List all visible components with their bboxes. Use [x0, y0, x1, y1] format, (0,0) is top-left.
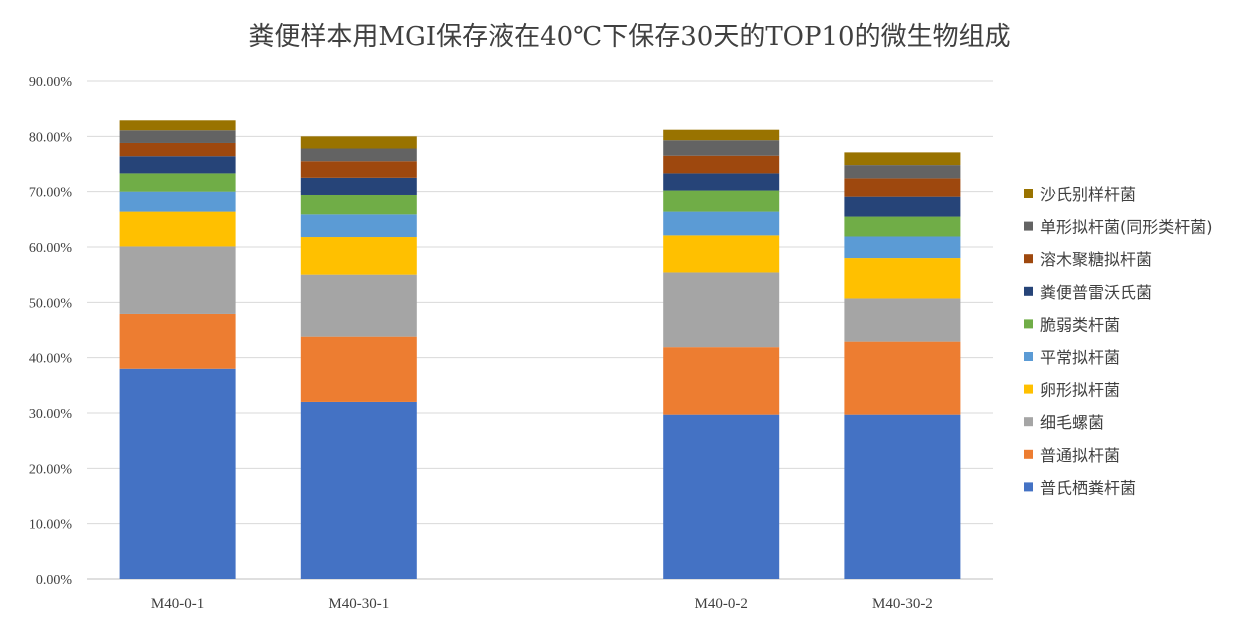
- bar-segment: [300, 237, 417, 275]
- y-tick-label: 90.00%: [29, 75, 73, 90]
- bar-segment: [844, 414, 961, 579]
- legend-label: 卵形拟杆菌: [1040, 381, 1120, 400]
- x-tick-label: M40-30-1: [328, 596, 389, 612]
- bar-segment: [844, 258, 961, 299]
- bar-segment: [119, 173, 236, 192]
- bar-segment: [844, 178, 961, 197]
- bar-segment: [300, 214, 417, 238]
- x-tick-label: M40-0-2: [695, 596, 748, 612]
- legend-label: 脆弱类杆菌: [1040, 315, 1120, 334]
- legend-label: 细毛螺菌: [1040, 413, 1104, 432]
- legend-swatch: [1024, 482, 1033, 492]
- bar-segment: [119, 142, 236, 157]
- bar-segment: [300, 161, 417, 178]
- y-tick-label: 40.00%: [29, 352, 73, 367]
- legend-label: 普通拟杆菌: [1040, 446, 1120, 465]
- y-tick-label: 0.00%: [36, 573, 73, 588]
- bar-segment: [119, 130, 236, 143]
- legend-swatch: [1024, 384, 1033, 394]
- legend-label: 单形拟杆菌(同形类杆菌): [1040, 218, 1213, 237]
- y-tick-label: 20.00%: [29, 462, 73, 477]
- legend-swatch: [1024, 352, 1033, 361]
- bar-segment: [300, 401, 417, 579]
- y-tick-label: 30.00%: [29, 407, 73, 422]
- legend-label: 粪便普雷沃氏菌: [1040, 283, 1152, 302]
- legend-label: 溶木聚糖拟杆菌: [1040, 250, 1152, 269]
- legend-swatch: [1024, 319, 1033, 329]
- legend-label: 普氏栖粪杆菌: [1040, 478, 1136, 497]
- bar-segment: [663, 190, 780, 212]
- bar-segment: [844, 152, 961, 166]
- legend-swatch: [1024, 417, 1033, 427]
- y-tick-label: 80.00%: [29, 130, 73, 145]
- legend-swatch: [1024, 254, 1033, 264]
- legend-label: 沙氏别样杆菌: [1040, 185, 1136, 204]
- bar-segment: [300, 148, 417, 162]
- bar-segment: [119, 246, 236, 314]
- bar-segment: [844, 341, 961, 415]
- bar-segment: [663, 272, 780, 348]
- bar-segment: [663, 155, 780, 174]
- bar-segment: [663, 347, 780, 415]
- legend-swatch: [1024, 449, 1033, 459]
- y-tick-label: 70.00%: [29, 186, 73, 201]
- bar-segment: [119, 211, 236, 247]
- bar-segment: [663, 414, 780, 579]
- bar-segment: [663, 129, 780, 141]
- bar-segment: [300, 274, 417, 337]
- y-tick-label: 60.00%: [29, 241, 73, 256]
- bar-segment: [119, 156, 236, 174]
- bar-segment: [663, 140, 780, 156]
- y-tick-label: 10.00%: [29, 518, 73, 533]
- x-tick-label: M40-0-1: [151, 596, 204, 612]
- bar-segment: [663, 211, 780, 236]
- legend-label: 平常拟杆菌: [1040, 348, 1120, 367]
- bar-segment: [844, 216, 961, 237]
- bar-segment: [300, 177, 417, 195]
- bar-segment: [300, 336, 417, 402]
- bar-segment: [663, 173, 780, 191]
- bar-segment: [300, 136, 417, 149]
- legend-swatch: [1024, 189, 1033, 198]
- chart-title: 粪便样本用MGI保存液在40℃下保存30天的TOP10的微生物组成: [248, 22, 1011, 52]
- legend-swatch: [1024, 221, 1033, 231]
- y-tick-label: 50.00%: [29, 296, 73, 311]
- bar-segment: [844, 165, 961, 179]
- bar-segment: [119, 313, 236, 369]
- legend-swatch: [1024, 286, 1033, 296]
- bar-segment: [300, 194, 417, 215]
- bar-segment: [844, 298, 961, 342]
- bar-segment: [119, 368, 236, 579]
- x-tick-label: M40-30-2: [872, 596, 933, 612]
- bar-segment: [119, 120, 236, 131]
- bar-segment: [119, 191, 236, 212]
- bar-segment: [844, 236, 961, 259]
- bar-segment: [844, 196, 961, 217]
- bar-segment: [663, 235, 780, 273]
